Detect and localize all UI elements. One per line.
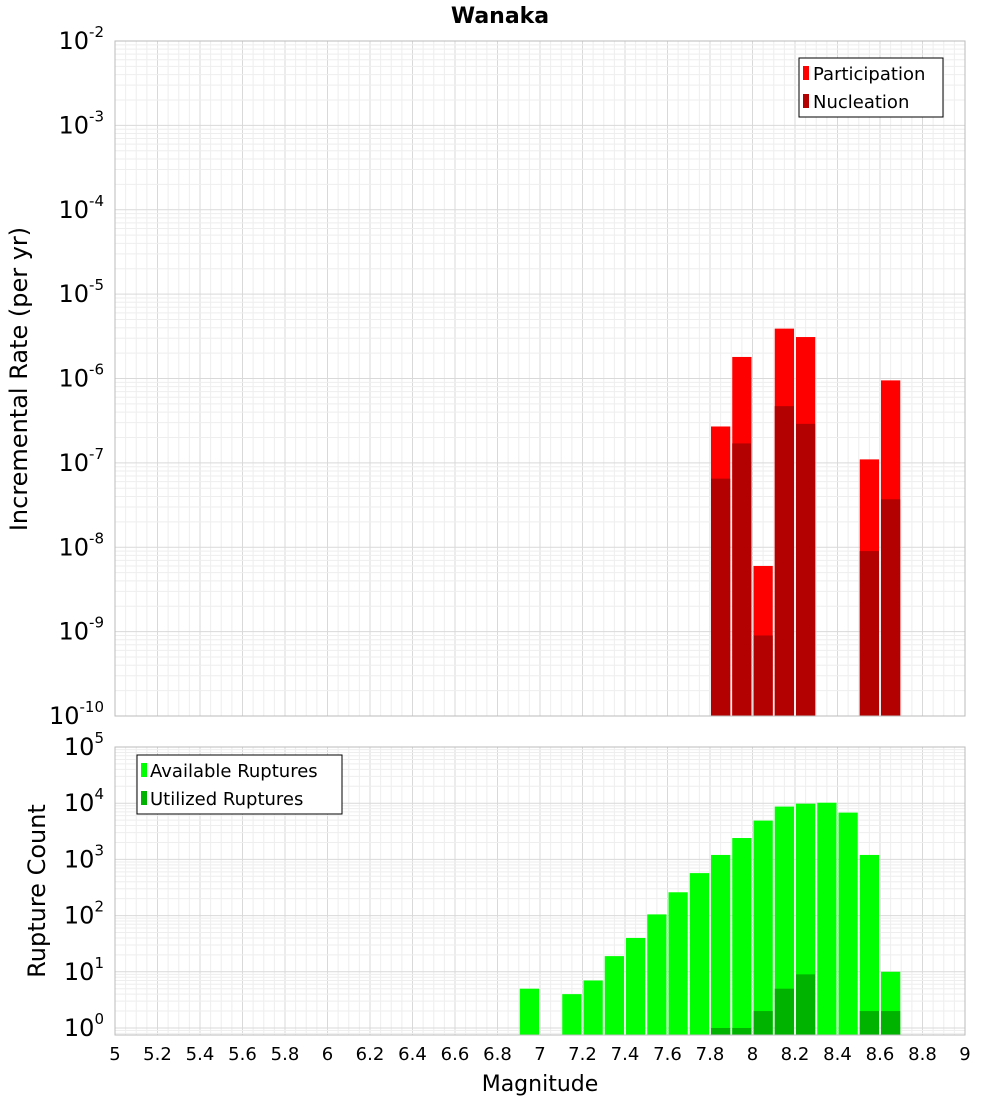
x-tick-label: 7.6 — [653, 1044, 682, 1065]
legend-label-participation: Participation — [813, 64, 925, 85]
x-tick-label: 9 — [959, 1044, 970, 1065]
x-tick-label: 8.6 — [866, 1044, 895, 1065]
bottom-bars — [519, 802, 901, 1035]
bottom-bar-series2 — [796, 974, 816, 1035]
bottom-bar-series1 — [562, 994, 582, 1035]
bottom-bar-series2 — [753, 1011, 773, 1035]
x-axis-label: Magnitude — [482, 1072, 599, 1097]
x-tick-label: 8 — [747, 1044, 758, 1065]
x-tick-label: 7.4 — [611, 1044, 640, 1065]
bottom-y-tick-label: 100 — [64, 1010, 104, 1042]
bottom-bar-series1 — [604, 956, 624, 1035]
top-y-tick-label: 10-8 — [58, 529, 104, 561]
bottom-bar-series2 — [732, 1027, 752, 1035]
top-y-tick-label: 10-10 — [49, 698, 104, 730]
top-bar-series2 — [859, 551, 879, 716]
x-tick-label: 6.2 — [356, 1044, 385, 1065]
bottom-y-tick-labels: 100 101 102 103 104 105 — [64, 729, 104, 1042]
bottom-bar-series1 — [753, 820, 773, 1035]
bottom-y-tick-label: 102 — [64, 898, 104, 930]
x-tick-label: 5.8 — [271, 1044, 300, 1065]
bottom-bar-series1 — [668, 892, 688, 1035]
bottom-bar-series1 — [774, 806, 794, 1035]
legend-swatch-participation — [803, 66, 809, 80]
bottom-y-tick-label: 104 — [64, 785, 104, 817]
top-y-axis-label: Incremental Rate (per yr) — [5, 227, 33, 531]
x-tick-label: 6.6 — [441, 1044, 470, 1065]
x-tick-label: 6.4 — [398, 1044, 427, 1065]
legend-swatch-available — [141, 763, 147, 777]
bottom-bar-series1 — [583, 980, 603, 1035]
x-tick-label: 7 — [534, 1044, 545, 1065]
top-legend-box — [798, 57, 944, 118]
top-grid — [114, 40, 966, 717]
bottom-bar-series1 — [838, 812, 858, 1035]
x-tick-label: 5.4 — [186, 1044, 215, 1065]
top-y-tick-label: 10-2 — [58, 23, 104, 55]
x-tick-label: 6 — [322, 1044, 333, 1065]
bottom-bar-series1 — [732, 838, 752, 1035]
legend-label-available: Available Ruptures — [150, 761, 318, 782]
bottom-bar-series1 — [519, 988, 539, 1035]
top-y-tick-label: 10-7 — [58, 445, 104, 477]
bottom-y-tick-label: 101 — [64, 954, 104, 986]
top-plot-frame — [114, 40, 966, 717]
x-tick-label: 5.6 — [228, 1044, 257, 1065]
legend-label-utilized: Utilized Ruptures — [150, 789, 303, 810]
top-y-tick-label: 10-3 — [58, 107, 104, 139]
x-tick-label: 8.2 — [781, 1044, 810, 1065]
top-bar-series2 — [881, 499, 901, 716]
top-bar-series2 — [796, 423, 816, 716]
top-bar-series2 — [732, 443, 752, 716]
top-y-tick-label: 10-4 — [58, 192, 104, 224]
x-tick-label: 8.8 — [908, 1044, 937, 1065]
x-tick-label: 5 — [109, 1044, 120, 1065]
bottom-y-axis-label: Rupture Count — [23, 804, 51, 978]
top-y-tick-label: 10-6 — [58, 361, 104, 393]
top-legend: Participation Nucleation — [798, 57, 944, 118]
bottom-bar-series1 — [711, 854, 731, 1035]
bottom-bar-series2 — [859, 1011, 879, 1035]
top-bar-series2 — [774, 406, 794, 716]
bottom-y-tick-label: 103 — [64, 841, 104, 873]
x-tick-label: 8.4 — [823, 1044, 852, 1065]
x-tick-label: 6.8 — [483, 1044, 512, 1065]
x-tick-label: 5.2 — [143, 1044, 172, 1065]
bottom-bar-series1 — [626, 937, 646, 1035]
bottom-bar-series1 — [817, 802, 837, 1035]
bottom-plot-frame — [114, 746, 966, 1036]
x-tick-labels: 5 5.2 5.4 5.6 5.8 6 6.2 6.4 6.6 6.8 7 7.2 7.4 7.6 7.8 8… — [109, 1044, 970, 1065]
chart-title: Wanaka — [451, 4, 549, 29]
bottom-bar-series2 — [881, 1011, 901, 1035]
top-y-tick-label: 10-9 — [58, 614, 104, 646]
legend-swatch-nucleation — [803, 94, 809, 108]
x-tick-label: 7.8 — [696, 1044, 725, 1065]
bottom-bar-series1 — [647, 914, 667, 1035]
top-bars — [711, 328, 901, 716]
bottom-bar-series1 — [859, 854, 879, 1035]
bottom-y-tick-label: 105 — [64, 729, 104, 761]
bottom-bar-series1 — [689, 873, 709, 1035]
top-bar-series2 — [753, 635, 773, 716]
top-bar-series2 — [711, 478, 731, 716]
bottom-legend: Available Ruptures Utilized Ruptures — [136, 754, 343, 815]
bottom-bar-series2 — [711, 1027, 731, 1035]
legend-label-nucleation: Nucleation — [813, 92, 909, 113]
bottom-legend-box — [136, 754, 343, 815]
x-tick-label: 7.2 — [568, 1044, 597, 1065]
legend-swatch-utilized — [141, 791, 147, 805]
top-y-tick-label: 10-5 — [58, 276, 104, 308]
bottom-bar-series2 — [774, 988, 794, 1035]
top-y-tick-labels: 10-10 10-9 10-8 10-7 10-6 10-5 10-4 10-3 10-2 — [49, 23, 104, 730]
